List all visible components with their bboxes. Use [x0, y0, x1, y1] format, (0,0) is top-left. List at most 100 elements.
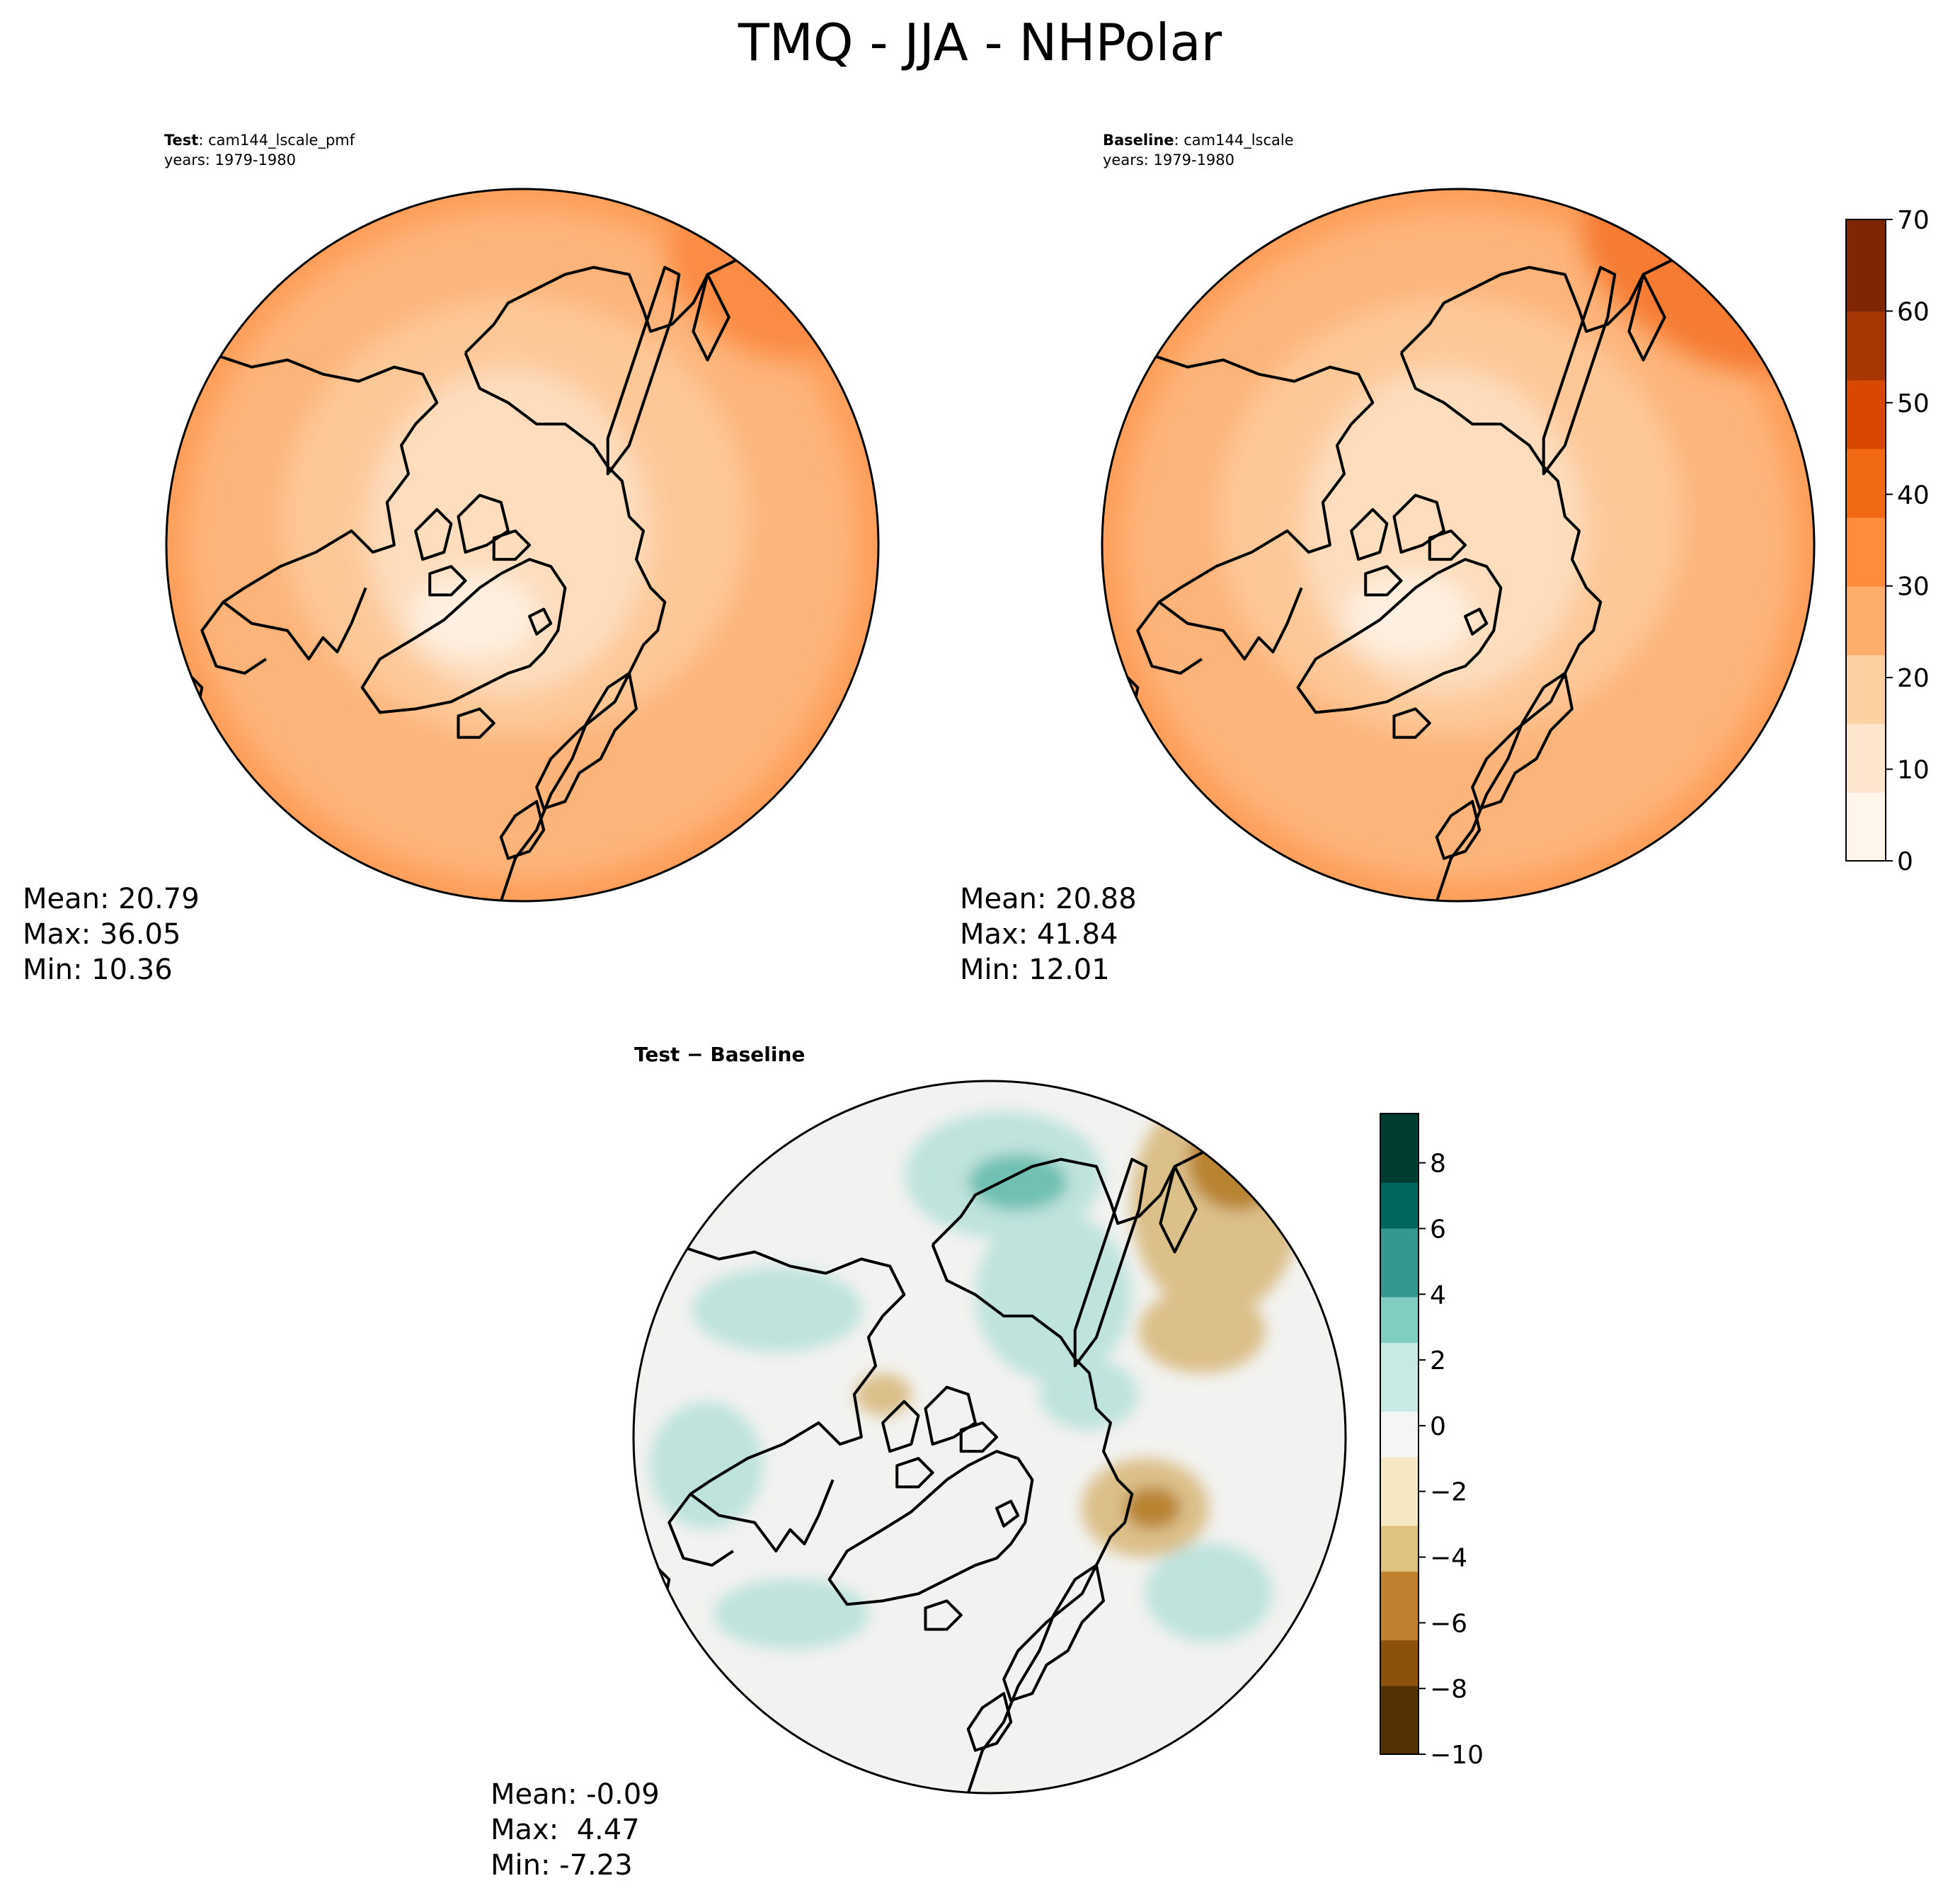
colorbar-segment — [1846, 746, 1886, 770]
colorbar-tick-label: −10 — [1430, 1741, 1484, 1770]
colorbar-segment — [1846, 677, 1886, 702]
colorbar-difference: −10 −8 −6 −4 −2 0 2 4 6 8 — [1380, 1113, 1484, 1770]
field-core — [409, 573, 537, 658]
colorbar-tick-label: −6 — [1430, 1609, 1467, 1638]
field-core — [1345, 573, 1472, 658]
colorbar-segment — [1846, 402, 1886, 427]
colorbar-segment — [1846, 769, 1886, 793]
colorbar-tick-label: 6 — [1430, 1215, 1446, 1244]
colorbar-segment — [1380, 1640, 1419, 1664]
colorbar-segment — [1846, 448, 1886, 472]
colorbar-segment — [1380, 1296, 1419, 1320]
colorbar-segment — [1380, 1594, 1419, 1618]
colorbar-frame — [1380, 1113, 1419, 1755]
colorbar-tick-label: −2 — [1430, 1478, 1467, 1507]
field-anomaly-9 — [1188, 1111, 1287, 1211]
colorbar-tick-label: 0 — [1430, 1412, 1446, 1441]
colorbar-segment — [1380, 1548, 1419, 1572]
colorbar-segment — [1380, 1525, 1419, 1549]
colorbar-segment — [1380, 1571, 1419, 1595]
field-anomaly-7 — [1039, 1359, 1138, 1430]
colorbar-segment — [1380, 1365, 1419, 1389]
test-max: Max: 36.05 — [23, 918, 181, 951]
colorbar-tick-label: 60 — [1897, 297, 1930, 326]
field-anomaly-1 — [968, 1154, 1067, 1211]
colorbar-tick-label: −8 — [1430, 1675, 1467, 1704]
colorbar-segment — [1380, 1686, 1419, 1710]
colorbar-segment — [1380, 1205, 1419, 1229]
colorbar-segment — [1380, 1502, 1419, 1526]
baseline-panel-label: Baseline: cam144_lscale years: 1979-1980 — [1103, 130, 1294, 170]
colorbar-segment — [1380, 1731, 1419, 1755]
diff-min: Min: -7.23 — [491, 1849, 633, 1882]
field-anomaly-3 — [692, 1267, 862, 1352]
baseline-stats: Mean: 20.88 Max: 41.84 Min: 12.01 — [960, 881, 1137, 988]
diff-map — [632, 1080, 1347, 1795]
colorbar-segment — [1380, 1411, 1419, 1435]
colorbar-segment — [1846, 219, 1886, 244]
diff-stats: Mean: -0.09 Max: 4.47 Min: -7.23 — [491, 1777, 660, 1883]
test-panel-label: Test: cam144_lscale_pmf years: 1979-1980 — [164, 130, 355, 170]
baseline-mean: Mean: 20.88 — [960, 883, 1137, 915]
colorbar-segment — [1380, 1388, 1419, 1412]
test-mean: Mean: 20.79 — [23, 883, 200, 915]
test-years: years: 1979-1980 — [164, 151, 297, 168]
map-boundary — [165, 188, 880, 903]
colorbar-segment — [1846, 494, 1886, 518]
colorbar-tick-label: 2 — [1430, 1346, 1446, 1375]
diff-panel-label: Test − Baseline — [634, 1043, 806, 1066]
colorbar-segment — [1846, 563, 1886, 587]
colorbar-segment — [1380, 1319, 1419, 1344]
diff-mean: Mean: -0.09 — [491, 1778, 660, 1811]
baseline-label-case: : cam144_lscale — [1174, 132, 1294, 149]
colorbar-segment — [1846, 815, 1886, 839]
map-boundary — [1101, 188, 1816, 903]
colorbar-segment — [1846, 357, 1886, 381]
colorbar-segment — [1380, 1159, 1419, 1183]
test-min: Min: 10.36 — [23, 954, 173, 986]
colorbar-segment — [1846, 517, 1886, 541]
colorbar-tick-label: 4 — [1430, 1281, 1446, 1310]
colorbar-segment — [1846, 723, 1886, 748]
colorbar-segment — [1846, 631, 1886, 656]
field-anomaly-6 — [1145, 1543, 1273, 1642]
colorbar-segment — [1846, 265, 1886, 289]
test-label-bold: Test — [164, 132, 199, 149]
colorbar-segment — [1846, 540, 1886, 564]
colorbar-segment — [1380, 1662, 1419, 1686]
test-stats: Mean: 20.79 Max: 36.05 Min: 10.36 — [23, 881, 200, 988]
colorbar-segment — [1380, 1228, 1419, 1252]
colorbar-tick-label: 70 — [1897, 206, 1930, 235]
colorbar-segment — [1846, 333, 1886, 357]
baseline-max: Max: 41.84 — [960, 918, 1118, 951]
baseline-label-bold: Baseline — [1103, 132, 1174, 149]
field-anomaly-4 — [650, 1402, 763, 1529]
baseline-map — [1101, 188, 1816, 903]
colorbar-segment — [1846, 609, 1886, 633]
colorbar-segment — [1846, 837, 1886, 862]
colorbar-segment — [1380, 1617, 1419, 1641]
baseline-min: Min: 12.01 — [960, 954, 1110, 986]
colorbar-segment — [1846, 311, 1886, 335]
colorbar-segment — [1380, 1434, 1419, 1458]
diff-max: Max: 4.47 — [491, 1814, 640, 1846]
field-anomaly-10 — [1138, 1288, 1266, 1373]
colorbar-segment — [1380, 1708, 1419, 1732]
colorbar-segment — [1846, 654, 1886, 678]
colorbar-absolute: 0 10 20 30 40 50 60 70 — [1845, 206, 1930, 876]
colorbar-segment — [1846, 242, 1886, 266]
colorbar-segment — [1380, 1480, 1419, 1504]
colorbar-segment — [1380, 1136, 1419, 1160]
map-boundary — [632, 1080, 1347, 1795]
colorbar-tick-label: 50 — [1897, 389, 1930, 418]
colorbar-segment — [1380, 1114, 1419, 1138]
colorbar-tick-label: 40 — [1897, 481, 1930, 510]
figure-title: TMQ - JJA - NHPolar — [738, 13, 1222, 72]
colorbar-segment — [1380, 1456, 1419, 1480]
field-anomaly-12 — [1124, 1487, 1181, 1529]
test-label-case: : cam144_lscale_pmf — [198, 132, 355, 149]
test-map — [165, 188, 880, 903]
field-anomaly-13 — [855, 1373, 912, 1416]
colorbar-tick-label: 30 — [1897, 573, 1930, 602]
